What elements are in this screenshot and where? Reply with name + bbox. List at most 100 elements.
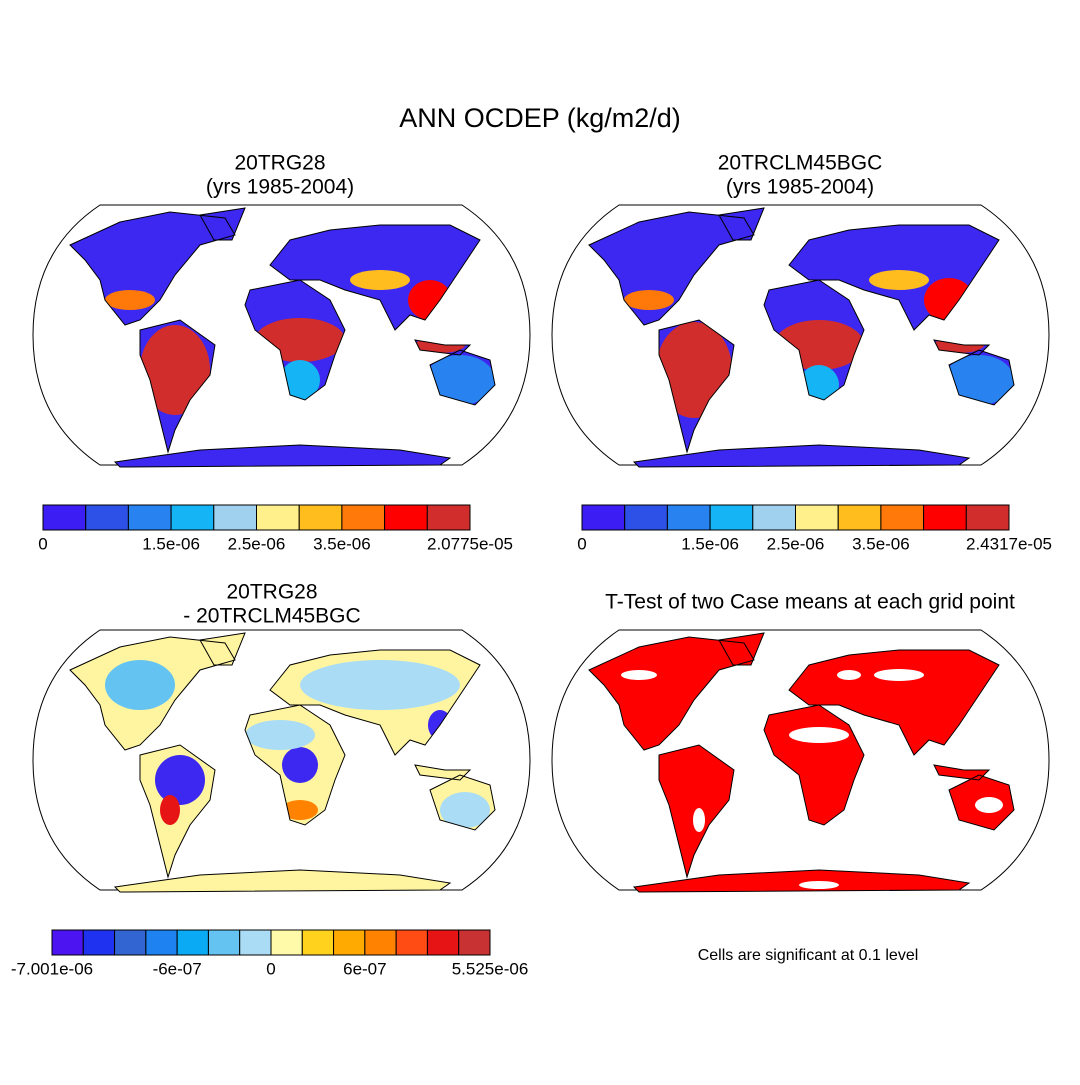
figure-title: ANN OCDEP (kg/m2/d) <box>399 103 681 133</box>
colorbar-box <box>256 504 300 531</box>
colorbar-box <box>709 504 754 531</box>
coastline <box>199 632 246 666</box>
land-patch <box>105 290 155 310</box>
land-patch <box>282 800 318 820</box>
panel-title: 20TRCLM45BGC <box>718 152 883 175</box>
land-patch <box>624 290 674 310</box>
colorbar-label: 2.5e-06 <box>228 534 286 553</box>
map <box>551 629 1050 893</box>
land-patch <box>155 755 205 805</box>
panel-subtitle: - 20TRCLM45BGC <box>183 605 360 628</box>
coastline <box>658 744 735 879</box>
coastline <box>658 319 735 454</box>
panel-subtitle: (yrs 1985-2004) <box>726 176 874 199</box>
colorbar-box <box>85 504 129 531</box>
colorbar-label: 2.0775e-05 <box>427 534 513 553</box>
coastline <box>429 349 496 406</box>
land-patch <box>160 795 180 825</box>
coastline <box>788 649 1000 756</box>
colorbar-label: 2.5e-06 <box>767 534 825 553</box>
coastline <box>139 319 216 454</box>
land-patch <box>799 881 839 889</box>
panel-title: 20TRG28 <box>234 152 325 175</box>
colorbar-box <box>624 504 668 531</box>
coastline <box>429 774 496 831</box>
colorbar-box <box>51 929 84 956</box>
colorbar-box <box>880 504 925 531</box>
land-patch <box>621 670 657 680</box>
coastline <box>113 444 452 468</box>
land-patch <box>944 355 1014 405</box>
colorbar-label: -6e-07 <box>153 959 202 978</box>
colorbar-box <box>82 929 116 956</box>
colorbar-box <box>207 929 241 956</box>
colorbar-box <box>333 929 366 956</box>
colorbar-box <box>270 929 303 956</box>
colorbar-box <box>837 504 882 531</box>
coastline <box>763 704 865 826</box>
colorbar-label: 0 <box>577 534 586 553</box>
panel-title: 20TRG28 <box>226 581 317 604</box>
colorbar-box <box>341 504 386 531</box>
land-patch <box>350 270 410 290</box>
coastline <box>414 764 472 781</box>
map <box>32 629 531 893</box>
colorbar-box <box>145 929 178 956</box>
colorbar-box <box>42 504 87 531</box>
colorbar-label: 1.5e-06 <box>142 534 200 553</box>
colorbar-box <box>923 504 967 531</box>
land-patch <box>975 797 1003 813</box>
land-patch <box>300 660 460 710</box>
land-patch <box>656 322 732 418</box>
coastline <box>632 444 971 468</box>
coastline <box>788 224 1000 331</box>
panel-note: Cells are significant at 0.1 level <box>698 947 919 964</box>
land-patch <box>693 808 705 832</box>
colorbar-box <box>426 929 460 956</box>
coastline <box>588 636 755 751</box>
land-patch <box>440 792 490 828</box>
colorbar-label: 0 <box>38 534 47 553</box>
coastline <box>588 211 755 326</box>
coastline <box>763 279 865 401</box>
coastline <box>244 704 346 826</box>
colorbar-box <box>176 929 209 956</box>
land-patch <box>869 270 929 290</box>
colorbar-box <box>666 504 711 531</box>
land-patch <box>140 325 210 415</box>
colorbar-box <box>170 504 215 531</box>
coastline <box>113 869 452 893</box>
colorbar-box <box>114 929 147 956</box>
land-patch <box>282 747 318 783</box>
coastline <box>718 632 765 666</box>
coastline <box>948 774 1015 831</box>
coastline <box>269 649 481 756</box>
colorbar-label: 0 <box>266 959 275 978</box>
land-patch <box>245 720 315 750</box>
colorbar-box <box>426 504 471 531</box>
colorbar-label: 3.5e-06 <box>852 534 910 553</box>
land-patch <box>280 360 320 400</box>
colorbar-label: 6e-07 <box>343 959 386 978</box>
panel-subtitle: (yrs 1985-2004) <box>206 176 354 199</box>
colorbar-box <box>384 504 428 531</box>
colorbar-box <box>395 929 428 956</box>
coastline <box>69 636 236 751</box>
colorbar-box <box>364 929 397 956</box>
coastline <box>139 744 216 879</box>
colorbar-box <box>965 504 1010 531</box>
coastline <box>244 279 346 401</box>
coastline <box>933 339 991 356</box>
colorbar-box <box>239 929 272 956</box>
colorbar-label: 2.4317e-05 <box>966 534 1052 553</box>
colorbar-box <box>581 504 626 531</box>
colorbar-label: 1.5e-06 <box>681 534 739 553</box>
coastline <box>69 211 236 326</box>
land-patch <box>789 727 849 743</box>
colorbar-label: 3.5e-06 <box>313 534 371 553</box>
coastline <box>948 349 1015 406</box>
coastline <box>199 207 246 241</box>
coastline <box>269 224 481 331</box>
land-patch <box>425 355 495 405</box>
colorbar-box <box>752 504 796 531</box>
